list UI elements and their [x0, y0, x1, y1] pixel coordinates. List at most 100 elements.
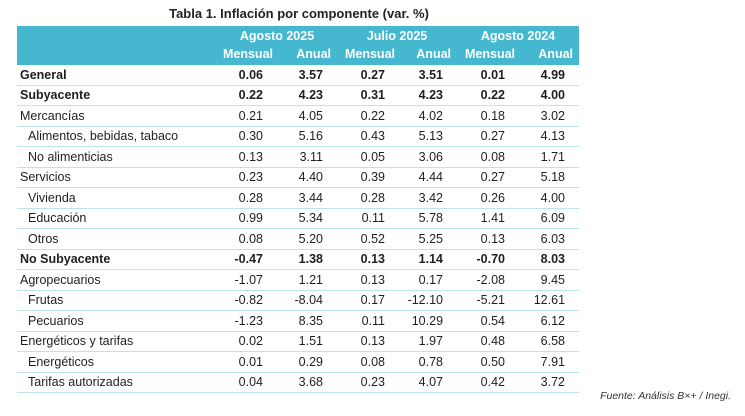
- cell-value: 0.22: [337, 105, 399, 127]
- cell-value: 3.11: [277, 146, 337, 168]
- header-corner: [17, 45, 217, 64]
- cell-value: 0.39: [337, 167, 399, 188]
- cell-value: 4.44: [399, 167, 458, 188]
- cell-value: 0.21: [217, 105, 277, 127]
- table-row: Servicios 0.23 4.40 0.39 4.44 0.27 5.18: [17, 167, 580, 188]
- row-label: Educación: [17, 208, 217, 229]
- cell-value: 0.02: [217, 331, 277, 352]
- cell-value: 4.23: [277, 84, 337, 106]
- cell-value: 0.99: [217, 208, 277, 229]
- cell-value: 0.01: [217, 351, 277, 373]
- cell-value: 4.00: [519, 187, 580, 209]
- cell-value: 0.13: [457, 228, 520, 250]
- table-row: Mercancías 0.21 4.05 0.22 4.02 0.18 3.02: [17, 105, 580, 127]
- cell-value: 4.40: [277, 167, 337, 188]
- cell-value: 0.23: [337, 372, 399, 393]
- cell-value: -0.82: [217, 290, 277, 311]
- cell-value: 3.02: [519, 105, 580, 127]
- cell-value: 1.41: [457, 208, 520, 229]
- table-row: Pecuarios -1.23 8.35 0.11 10.29 0.54 6.1…: [17, 310, 580, 332]
- row-label: Alimentos, bebidas, tabaco: [17, 126, 217, 147]
- header-measure: Mensual: [337, 45, 399, 64]
- table-row: Frutas -0.82 -8.04 0.17 -12.10 -5.21 12.…: [17, 290, 580, 311]
- cell-value: 3.68: [277, 372, 337, 393]
- cell-value: 0.50: [457, 351, 520, 373]
- cell-value: 1.97: [399, 331, 458, 352]
- cell-value: 1.21: [277, 269, 337, 291]
- row-label: Mercancías: [17, 105, 217, 127]
- table-row: No alimenticias 0.13 3.11 0.05 3.06 0.08…: [17, 146, 580, 168]
- header-corner: [17, 26, 217, 45]
- header-measure: Mensual: [457, 45, 520, 64]
- table-row: Agropecuarios -1.07 1.21 0.13 0.17 -2.08…: [17, 269, 580, 291]
- cell-value: 8.35: [277, 310, 337, 332]
- cell-value: 0.13: [337, 248, 399, 270]
- header-period: Agosto 2025: [217, 26, 337, 45]
- cell-value: 3.51: [399, 63, 458, 86]
- cell-value: 3.72: [519, 372, 580, 393]
- cell-value: -0.47: [217, 248, 277, 270]
- cell-value: 0.08: [217, 228, 277, 250]
- cell-value: 6.09: [519, 208, 580, 229]
- row-label: Agropecuarios: [17, 269, 217, 291]
- cell-value: 0.13: [337, 269, 399, 291]
- cell-value: -5.21: [457, 290, 520, 311]
- cell-value: 0.27: [337, 63, 399, 86]
- row-label: Subyacente: [17, 84, 217, 106]
- table-row: Alimentos, bebidas, tabaco 0.30 5.16 0.4…: [17, 126, 580, 147]
- cell-value: 0.08: [457, 146, 520, 168]
- cell-value: 0.17: [337, 290, 399, 311]
- cell-value: 8.03: [519, 248, 580, 270]
- cell-value: 0.13: [337, 331, 399, 352]
- cell-value: 9.45: [519, 269, 580, 291]
- cell-value: 0.31: [337, 84, 399, 106]
- cell-value: 6.03: [519, 228, 580, 250]
- header-row-periods: Agosto 2025 Julio 2025 Agosto 2024: [17, 26, 580, 45]
- table-row: Educación 0.99 5.34 0.11 5.78 1.41 6.09: [17, 208, 580, 229]
- source-note: Fuente: Análisis B×+ / Inegi.: [600, 390, 731, 402]
- cell-value: 0.06: [217, 63, 277, 86]
- table-row: Energéticos 0.01 0.29 0.08 0.78 0.50 7.9…: [17, 351, 580, 373]
- row-label: Vivienda: [17, 187, 217, 209]
- cell-value: 3.44: [277, 187, 337, 209]
- cell-value: -2.08: [457, 269, 520, 291]
- cell-value: 0.29: [277, 351, 337, 373]
- cell-value: 3.42: [399, 187, 458, 209]
- cell-value: 0.48: [457, 331, 520, 352]
- cell-value: 6.58: [519, 331, 580, 352]
- cell-value: 1.14: [399, 248, 458, 270]
- cell-value: 0.30: [217, 126, 277, 147]
- cell-value: 5.16: [277, 126, 337, 147]
- cell-value: 0.22: [457, 84, 520, 106]
- row-label: Tarifas autorizadas: [17, 372, 217, 393]
- cell-value: 0.43: [337, 126, 399, 147]
- cell-value: 0.26: [457, 187, 520, 209]
- cell-value: 0.08: [337, 351, 399, 373]
- cell-value: 5.18: [519, 167, 580, 188]
- header-measure: Anual: [399, 45, 458, 64]
- cell-value: 4.99: [519, 63, 580, 86]
- cell-value: 5.25: [399, 228, 458, 250]
- header-measure: Anual: [519, 45, 580, 64]
- cell-value: 0.78: [399, 351, 458, 373]
- cell-value: 7.91: [519, 351, 580, 373]
- cell-value: 0.52: [337, 228, 399, 250]
- cell-value: 0.05: [337, 146, 399, 168]
- header-row-measures: Mensual Anual Mensual Anual Mensual Anua…: [17, 45, 580, 64]
- cell-value: 0.54: [457, 310, 520, 332]
- row-label: No alimenticias: [17, 146, 217, 168]
- row-label: Energéticos: [17, 351, 217, 373]
- cell-value: 12.61: [519, 290, 580, 311]
- cell-value: 1.38: [277, 248, 337, 270]
- cell-value: 5.34: [277, 208, 337, 229]
- table-title: Tabla 1. Inflación por componente (var. …: [169, 6, 429, 21]
- cell-value: -12.10: [399, 290, 458, 311]
- cell-value: 0.01: [457, 63, 520, 86]
- cell-value: 4.00: [519, 84, 580, 106]
- cell-value: 0.23: [217, 167, 277, 188]
- header-measure: Mensual: [217, 45, 277, 64]
- table-body: General 0.06 3.57 0.27 3.51 0.01 4.99 Su…: [17, 63, 580, 393]
- cell-value: 0.18: [457, 105, 520, 127]
- row-label: General: [17, 63, 217, 86]
- cell-value: 0.28: [217, 187, 277, 209]
